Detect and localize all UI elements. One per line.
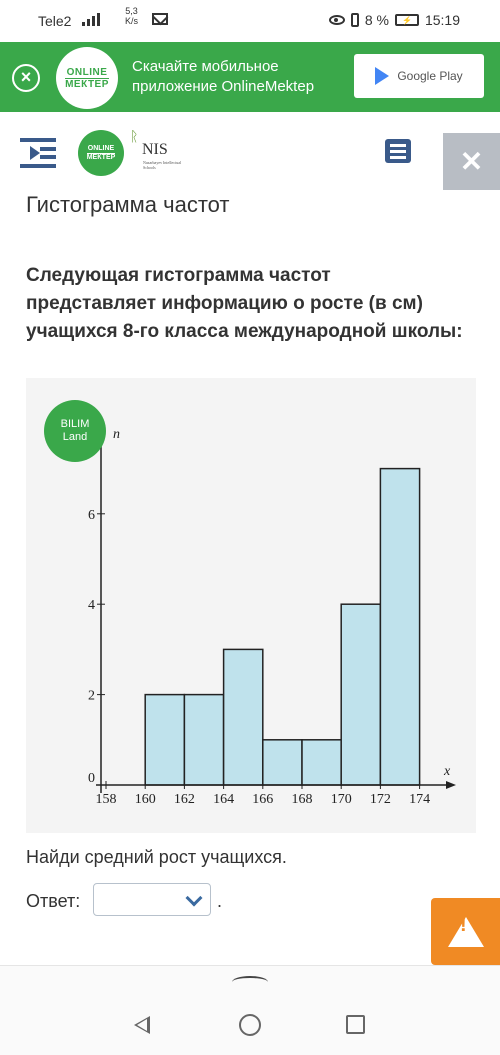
question-text: Следующая гистограмма частот представляе…	[26, 265, 463, 342]
menu-icon[interactable]	[20, 138, 56, 168]
header-logo-line2: МЕКТЕР	[86, 152, 116, 161]
nis-logo: ᚱ NIS Nazarbayev Intellectual Schools	[130, 128, 190, 178]
x-tick-label: 162	[174, 792, 195, 807]
vibrate-icon	[350, 13, 359, 27]
histogram-bar	[340, 603, 382, 786]
signal-icon	[82, 12, 100, 26]
x-axis-arrow	[446, 781, 456, 789]
speed-unit: K/s	[125, 16, 139, 26]
swipe-up-icon[interactable]	[232, 976, 268, 988]
nis-subtitle: Nazarbayev Intellectual Schools	[143, 160, 182, 170]
x-axis-label: x	[443, 764, 451, 779]
back-icon-inner	[137, 1019, 147, 1031]
header-logo-line1: ONLINE	[87, 144, 115, 152]
google-play-button[interactable]: Google Play	[354, 54, 484, 98]
y-tick-label: 2	[88, 689, 95, 704]
bilimland-logo: BILIM Land	[44, 400, 106, 462]
nis-leaf-icon: ᚱ	[130, 130, 139, 145]
x-tick-label: 158	[96, 792, 117, 807]
histogram-bar	[379, 467, 421, 786]
x-tick-label: 164	[213, 792, 234, 807]
histogram-figure: BILIM Land 0 2 4 6 158 160 162 164 166 168 170 172 1…	[26, 378, 476, 833]
y-tick-label: 4	[88, 598, 95, 613]
status-bar: Tele2 5,3 K/s 8 % ⚡ 15:19	[0, 0, 500, 42]
clock: 15:19	[424, 12, 460, 28]
speed-value: 5,3	[125, 6, 138, 16]
app-download-banner: × ONLINE МЕКТЕР Скачайте мобильное прило…	[0, 42, 500, 112]
status-right: 8 % ⚡ 15:19	[328, 12, 460, 28]
network-speed: 5,3 K/s	[125, 6, 138, 26]
x-tick-label: 172	[370, 792, 391, 807]
onlinemektep-logo: ONLINE МЕКТЕР	[56, 47, 118, 109]
x-tick-label: 168	[292, 792, 313, 807]
answer-suffix: .	[217, 891, 223, 911]
y-tick-label: 6	[88, 508, 95, 523]
x-tick-label: 170	[331, 792, 352, 807]
answer-dropdown[interactable]	[93, 883, 211, 916]
task-list-icon[interactable]	[385, 139, 411, 163]
instruction-text: Найди средний рост учащихся.	[26, 847, 287, 867]
report-problem-button[interactable]	[431, 898, 500, 965]
bilim-line1: BILIM	[60, 418, 90, 430]
x-tick-label: 160	[135, 792, 156, 807]
onlinemektep-header-logo[interactable]: ONLINE МЕКТЕР	[78, 130, 124, 176]
eye-icon	[328, 15, 345, 25]
battery-percent: 8 %	[364, 12, 389, 28]
histogram-bar	[301, 739, 342, 786]
histogram-bar	[183, 693, 225, 786]
home-icon[interactable]	[239, 1014, 261, 1036]
histogram-bar	[262, 739, 303, 786]
histogram-bar	[144, 693, 186, 786]
system-navigation	[0, 965, 500, 1055]
page-title: Гистограмма частот	[26, 192, 230, 217]
warning-icon	[447, 916, 484, 947]
chevron-down-icon	[185, 889, 203, 907]
close-banner-icon[interactable]: ×	[12, 64, 40, 92]
bilim-line2: Land	[62, 431, 88, 443]
close-button[interactable]: ✕	[443, 133, 500, 190]
histogram-chart: 0 2 4 6 158 160 162 164 166 168 170 172 174 n x	[88, 423, 456, 807]
battery-icon: ⚡	[394, 14, 419, 26]
y-axis-label: n	[113, 427, 120, 442]
google-play-label: Google Play	[397, 69, 463, 83]
recent-apps-icon[interactable]	[346, 1015, 365, 1034]
logo-line1: ONLINE	[66, 66, 108, 78]
answer-label: Ответ:	[26, 891, 81, 911]
x-tick-label: 166	[252, 792, 273, 807]
mail-icon	[152, 13, 168, 25]
banner-text: Скачайте мобильное приложение OnlineMekt…	[132, 58, 315, 95]
carrier-label: Tele2	[38, 13, 72, 29]
play-store-icon	[375, 67, 390, 85]
histogram-bar	[222, 648, 264, 786]
x-tick-label: 174	[409, 792, 430, 807]
nis-name: NIS	[142, 141, 168, 158]
warning-exclamation: !	[460, 914, 467, 936]
y-tick-label: 0	[88, 771, 95, 786]
logo-line2: МЕКТЕР	[65, 77, 109, 90]
